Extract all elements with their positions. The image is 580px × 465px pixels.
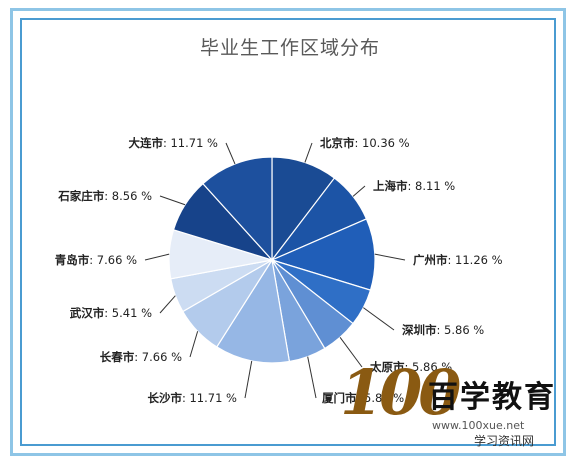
pie-leader-line bbox=[374, 253, 406, 261]
pie-data-label: 太原市: 5.86 % bbox=[369, 360, 452, 374]
watermark-number: 100 bbox=[340, 356, 461, 429]
pie-leader-line bbox=[159, 195, 186, 206]
pie-data-label: 青岛市: 7.66 % bbox=[55, 253, 137, 267]
pie-leader-line bbox=[304, 142, 313, 163]
chart-title: 毕业生工作区域分布 bbox=[199, 37, 380, 59]
pie-data-label: 武汉市: 5.41 % bbox=[70, 306, 152, 320]
pie-slice bbox=[215, 258, 291, 364]
pie-data-label: 上海市: 8.11 % bbox=[373, 179, 455, 193]
pie-data-label: 广州市: 11.26 % bbox=[413, 253, 503, 267]
pie-data-label: 石家庄市: 8.56 % bbox=[57, 189, 152, 203]
pie-slice bbox=[202, 156, 273, 262]
watermark-brand: 百学教育 bbox=[428, 380, 556, 415]
pie-leader-line bbox=[307, 356, 317, 399]
pie-data-label: 长春市: 7.66 % bbox=[100, 350, 182, 364]
pie-leader-line bbox=[144, 253, 170, 261]
pie-leader-line bbox=[339, 337, 363, 368]
watermark-wechat: 学习资讯网 bbox=[474, 434, 535, 448]
pie-leader-line bbox=[225, 142, 236, 165]
pie-data-label: 深圳市: 5.86 % bbox=[402, 323, 484, 337]
pie-leader-line bbox=[352, 185, 366, 197]
watermark-url: www.100xue.net bbox=[432, 419, 525, 432]
pie-slice bbox=[270, 218, 376, 291]
pie-data-label: 厦门市: 5.86 % bbox=[322, 391, 404, 405]
pie-leader-line bbox=[159, 295, 176, 314]
pie-data-label: 长沙市: 11.71 % bbox=[147, 391, 237, 405]
watermark-logo: 100 百学教育 www.100xue.net 学习资讯网 bbox=[340, 362, 560, 457]
pie-leader-line bbox=[363, 307, 395, 331]
pie-data-label: 北京市: 10.36 % bbox=[320, 136, 410, 150]
pie-leader-line bbox=[189, 331, 199, 358]
pie-data-label: 大连市: 11.71 % bbox=[128, 136, 218, 150]
pie-leader-line bbox=[244, 360, 253, 399]
